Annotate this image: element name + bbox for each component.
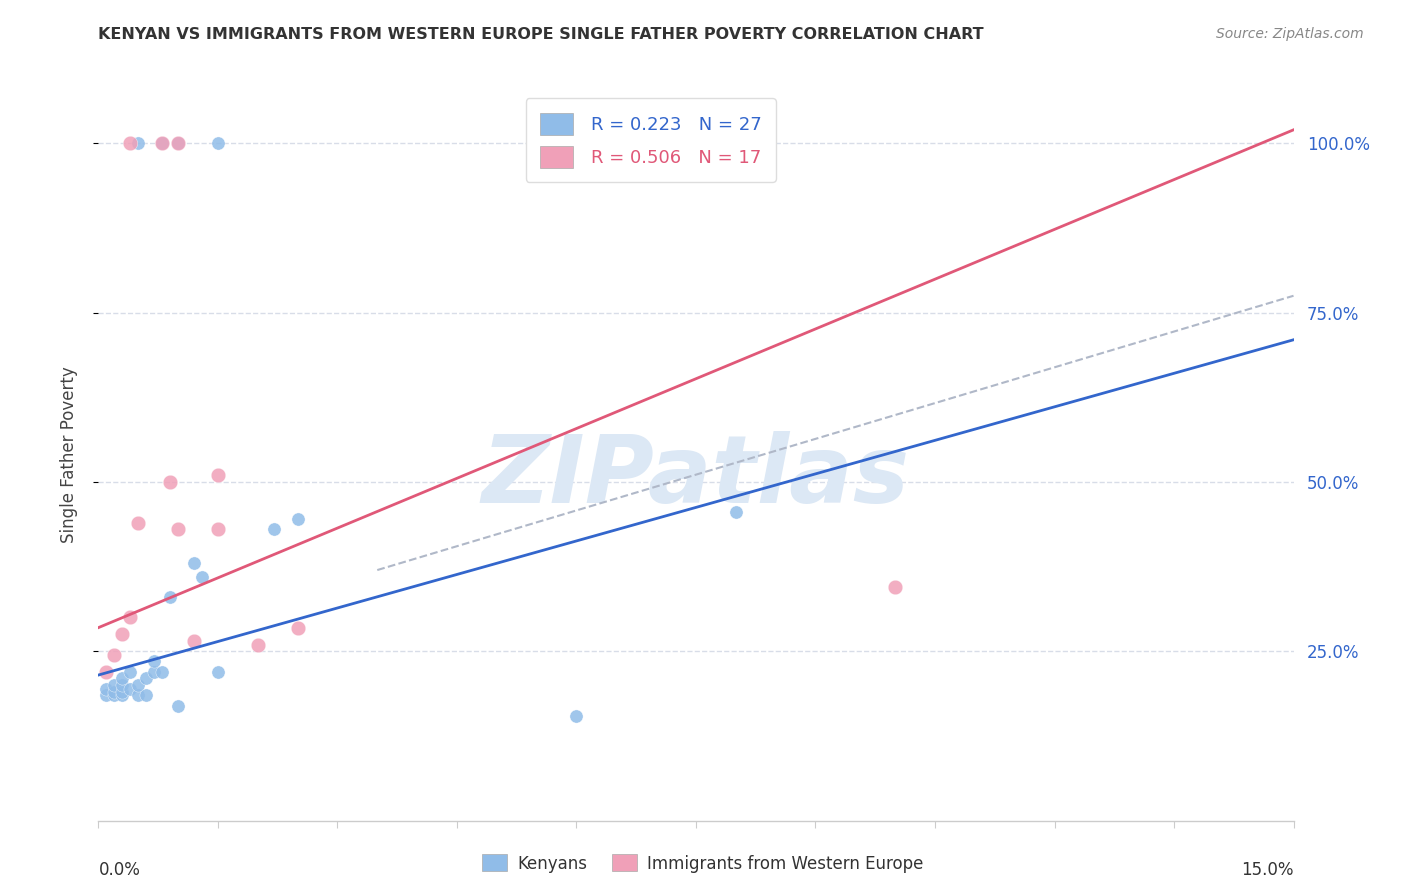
Point [143, 665, 166, 679]
Point [724, 136, 747, 151]
Point [135, 672, 157, 686]
Point [120, 136, 142, 151]
Text: 15.0%: 15.0% [1241, 861, 1294, 879]
Legend: R = 0.223   N = 27, R = 0.506   N = 17: R = 0.223 N = 27, R = 0.506 N = 17 [526, 98, 776, 182]
Point [167, 523, 190, 537]
Point [111, 627, 134, 641]
Point [111, 689, 134, 703]
Point [287, 512, 309, 526]
Point [167, 698, 190, 713]
Point [150, 136, 173, 151]
Legend: Kenyans, Immigrants from Western Europe: Kenyans, Immigrants from Western Europe [475, 847, 931, 880]
Point [183, 634, 205, 648]
Point [207, 665, 229, 679]
Point [246, 638, 269, 652]
Point [96, 689, 118, 703]
Point [605, 136, 627, 151]
Point [103, 678, 125, 692]
Point [111, 685, 134, 699]
Point [724, 136, 747, 151]
Point [135, 689, 157, 703]
Point [645, 136, 668, 151]
Point [150, 665, 173, 679]
Point [287, 621, 309, 635]
Point [724, 506, 747, 520]
Point [207, 136, 229, 151]
Point [127, 689, 149, 703]
Point [120, 665, 142, 679]
Point [103, 648, 125, 662]
Point [111, 672, 134, 686]
Point [150, 136, 173, 151]
Point [143, 655, 166, 669]
Y-axis label: Single Father Poverty: Single Father Poverty [59, 367, 77, 543]
Point [127, 516, 149, 530]
Point [96, 665, 118, 679]
Point [103, 689, 125, 703]
Point [127, 678, 149, 692]
Point [127, 136, 149, 151]
Point [159, 590, 181, 604]
Point [167, 136, 190, 151]
Point [191, 570, 214, 584]
Point [120, 610, 142, 624]
Point [183, 556, 205, 570]
Text: KENYAN VS IMMIGRANTS FROM WESTERN EUROPE SINGLE FATHER POVERTY CORRELATION CHART: KENYAN VS IMMIGRANTS FROM WESTERN EUROPE… [98, 27, 984, 42]
Point [111, 678, 134, 692]
Point [207, 523, 229, 537]
Point [263, 523, 285, 537]
Point [159, 475, 181, 489]
Point [207, 468, 229, 483]
Text: Source: ZipAtlas.com: Source: ZipAtlas.com [1216, 27, 1364, 41]
Point [884, 580, 907, 594]
Text: 0.0%: 0.0% [98, 861, 141, 879]
Point [167, 136, 190, 151]
Point [103, 685, 125, 699]
Point [120, 681, 142, 696]
Text: ZIPatlas: ZIPatlas [482, 431, 910, 523]
Point [565, 708, 588, 723]
Point [96, 681, 118, 696]
